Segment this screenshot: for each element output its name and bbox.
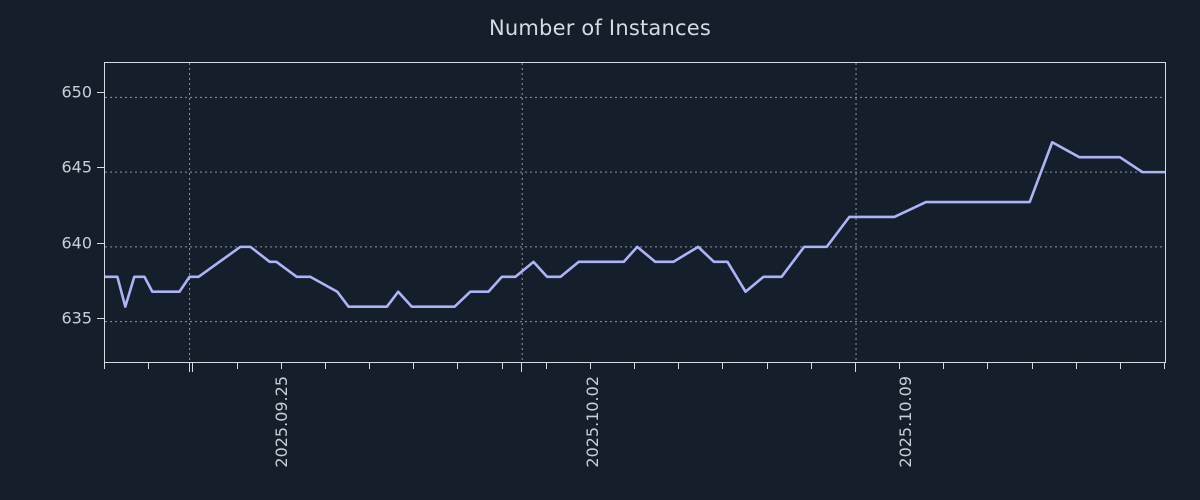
x-tick-mark-major-2 xyxy=(855,363,856,372)
x-tick-mark-major-0 xyxy=(188,363,190,372)
x-tick-mark-12 xyxy=(634,363,635,369)
plot-svg xyxy=(105,63,1165,362)
x-tick-mark-1 xyxy=(148,363,150,369)
x-tick-mark-16 xyxy=(810,363,812,369)
y-tick-mark-635 xyxy=(97,317,104,319)
plot-area xyxy=(104,62,1166,363)
x-tick-label-1: 2025.09.25 xyxy=(272,376,291,468)
x-tick-mark-22 xyxy=(1075,363,1077,369)
x-tick-mark-5 xyxy=(324,363,326,369)
chart-title: Number of Instances xyxy=(488,16,711,40)
y-tick-label-645: 645 xyxy=(61,157,92,177)
vertical-gridlines xyxy=(189,63,857,362)
x-tick-label-3: 2025.10.09 xyxy=(896,376,915,468)
y-tick-mark-650 xyxy=(97,92,104,94)
x-tick-mark-4 xyxy=(280,363,282,369)
x-tick-mark-23 xyxy=(1119,363,1121,369)
y-tick-label-650: 650 xyxy=(61,82,92,102)
x-tick-mark-9 xyxy=(501,363,503,369)
horizontal-gridlines xyxy=(105,96,1165,323)
x-tick-mark-7 xyxy=(413,363,415,369)
x-tick-mark-20 xyxy=(987,363,989,369)
x-tick-mark-major-1 xyxy=(521,363,523,372)
y-tick-mark-645 xyxy=(97,167,104,169)
x-tick-mark-24 xyxy=(1164,363,1165,369)
y-tick-label-640: 640 xyxy=(61,233,92,252)
y-tick-mark-640 xyxy=(97,242,104,244)
x-tick-mark-13 xyxy=(678,363,680,369)
x-tick-mark-6 xyxy=(369,363,370,369)
x-tick-mark-3 xyxy=(236,363,238,369)
x-tick-label-2: 2025.10.02 xyxy=(583,376,602,468)
x-tick-mark-15 xyxy=(766,363,768,369)
x-tick-mark-2 xyxy=(192,363,194,372)
x-tick-mark-8 xyxy=(457,363,459,369)
y-axis-tick-labels: 650 645 640 635 xyxy=(0,62,92,363)
x-tick-mark-18 xyxy=(899,363,900,369)
y-tick-label-635: 635 xyxy=(61,308,92,328)
x-tick-mark-11 xyxy=(589,363,591,369)
x-tick-mark-19 xyxy=(943,363,945,369)
x-tick-mark-0 xyxy=(104,363,105,369)
x-tick-mark-10 xyxy=(545,363,547,369)
x-tick-mark-21 xyxy=(1031,363,1033,369)
x-tick-mark-14 xyxy=(722,363,724,369)
instances-data-line xyxy=(105,140,1165,308)
